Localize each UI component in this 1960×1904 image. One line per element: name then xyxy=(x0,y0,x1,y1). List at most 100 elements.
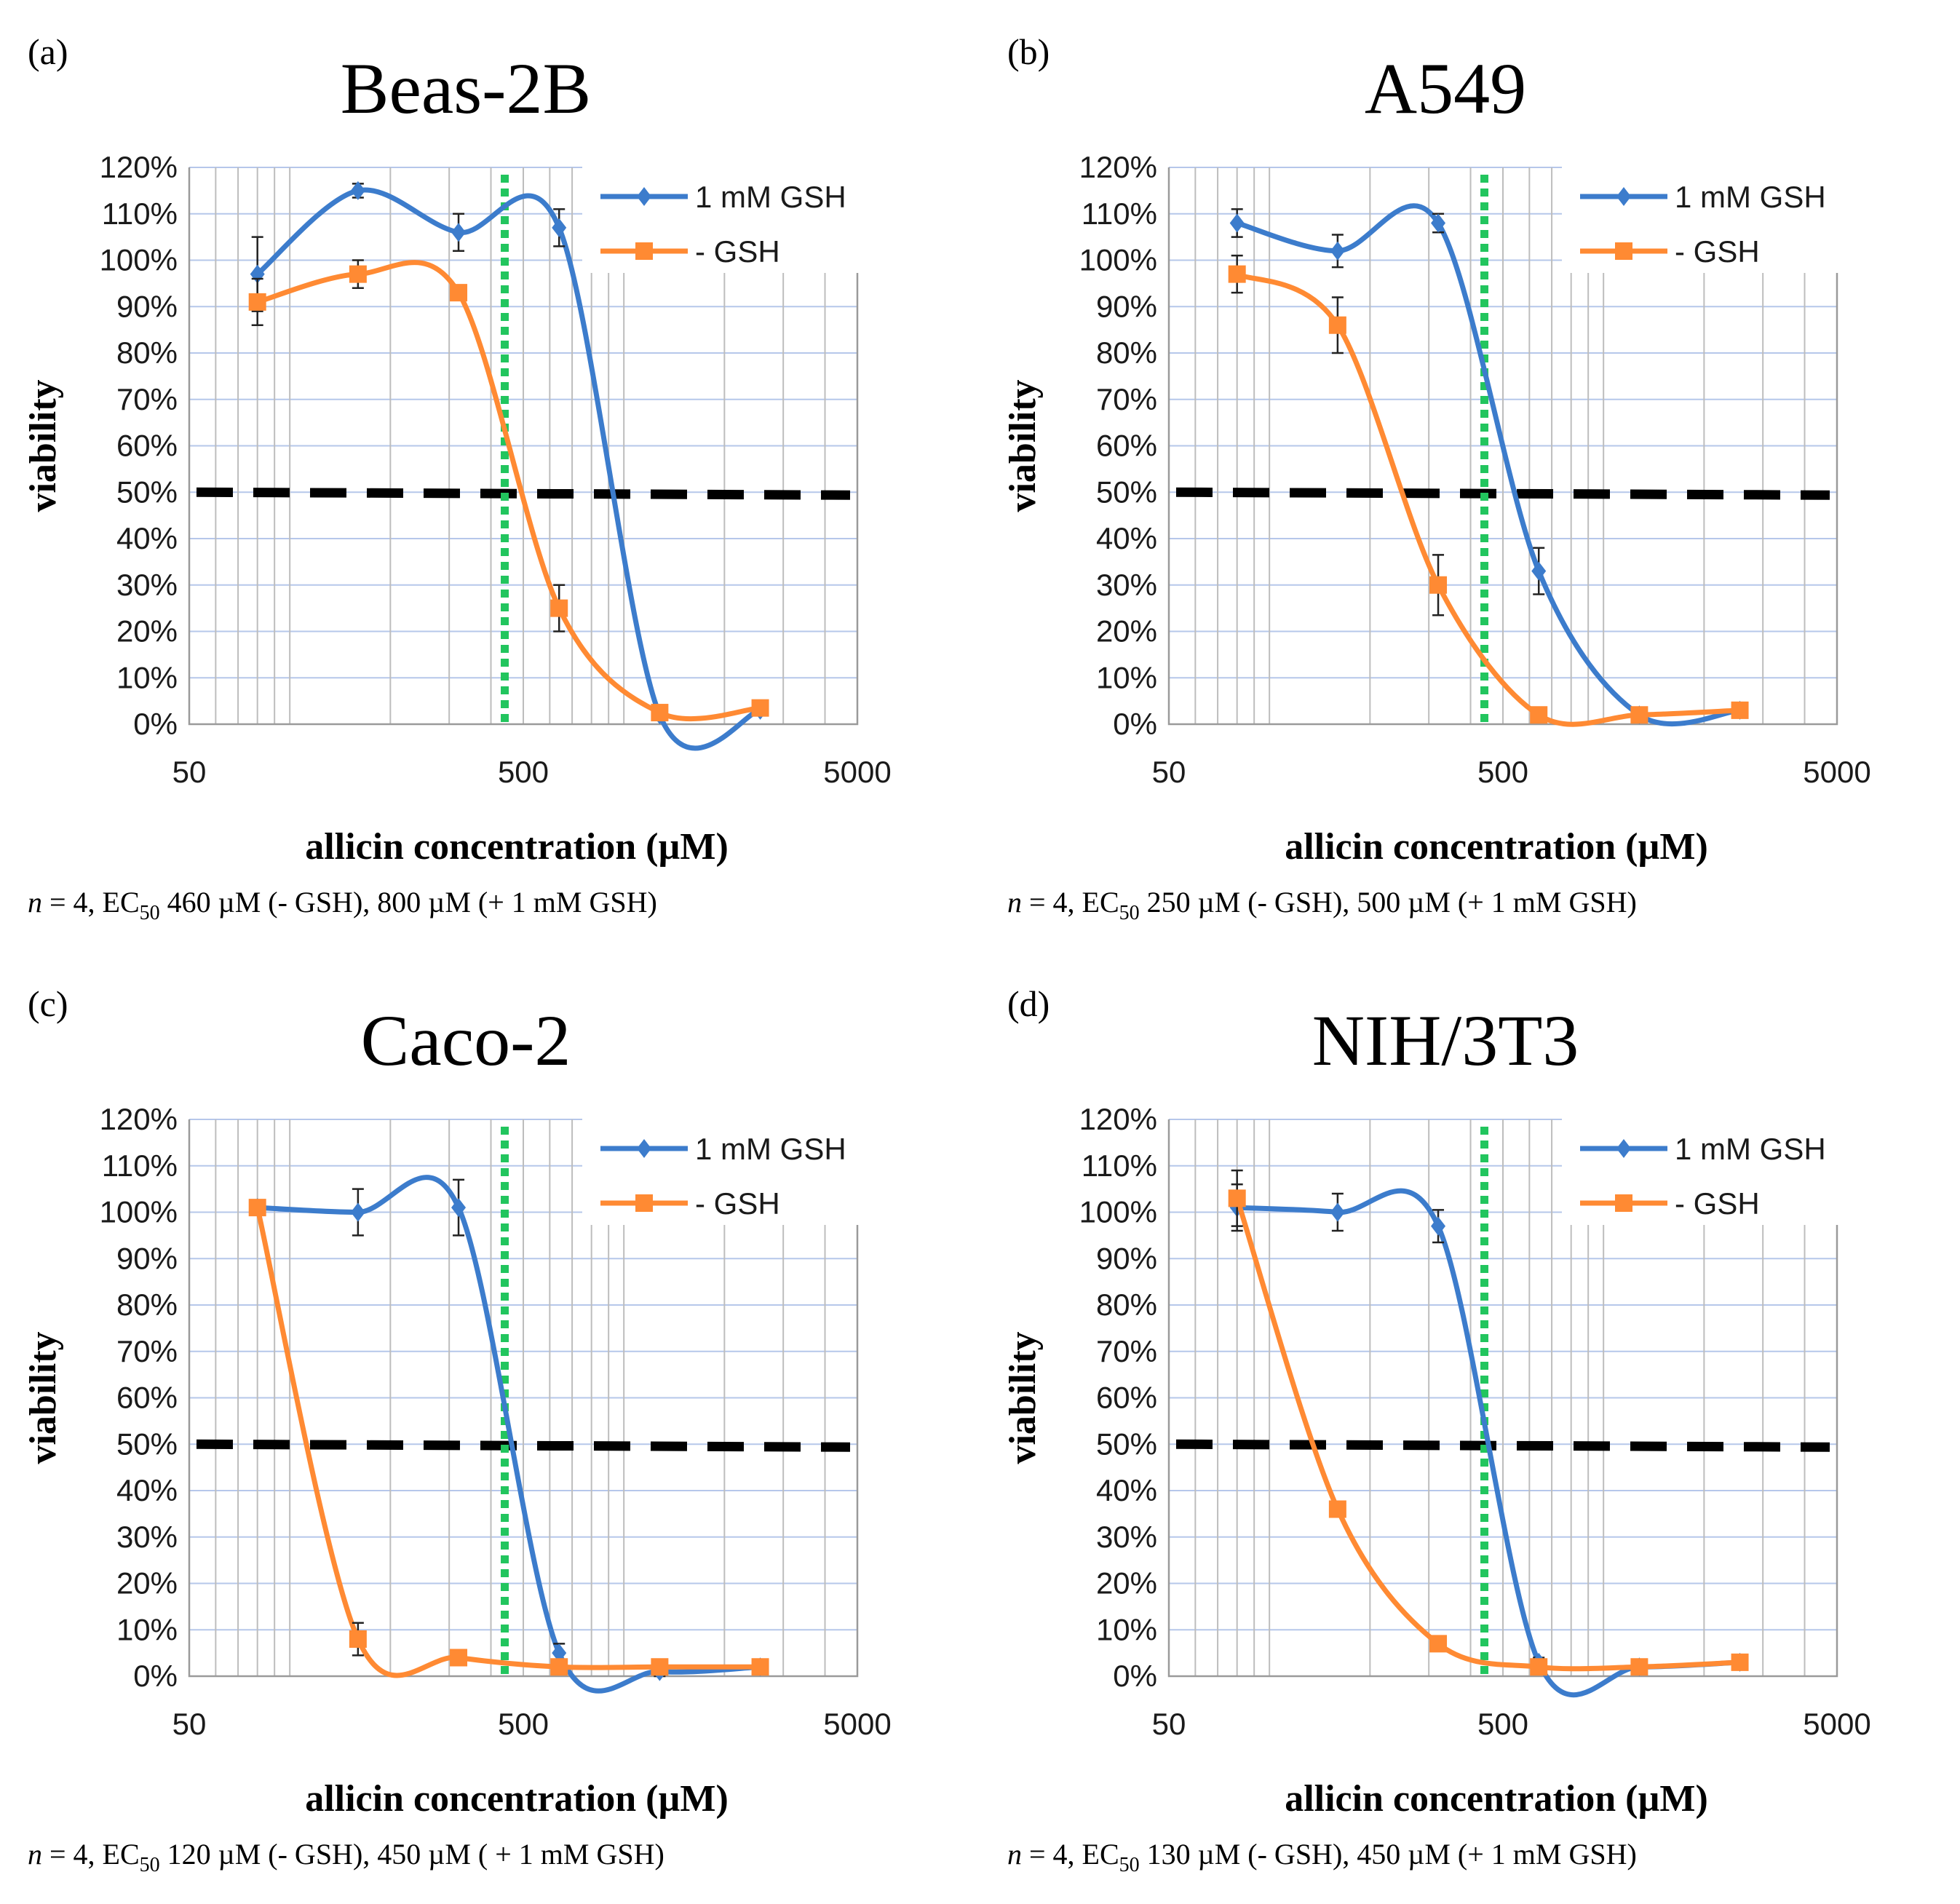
legend-label: - GSH xyxy=(1675,234,1760,269)
data-point xyxy=(350,181,365,200)
data-point xyxy=(1328,316,1346,334)
y-tick-label: 120% xyxy=(1079,150,1157,184)
data-point xyxy=(451,1198,467,1218)
y-tick-label: 70% xyxy=(116,1334,178,1368)
y-tick-label: 100% xyxy=(100,243,178,277)
data-point xyxy=(350,1202,365,1222)
legend-label: 1 mM GSH xyxy=(1675,180,1826,214)
y-tick-label: 90% xyxy=(116,289,178,323)
plot-axes xyxy=(1167,167,1838,726)
data-point xyxy=(1731,1653,1749,1671)
chart-panel-a: (a) Beas-2B 0% 10% 20% 30% 40% 50% 60% 70% 80% 90% 1… xyxy=(0,0,980,952)
legend-background xyxy=(582,164,888,273)
chart-footnote: n = 4, EC50 130 µM (- GSH), 450 µM (+ 1 … xyxy=(1007,1838,1637,1876)
legend-swatch-marker xyxy=(637,1139,651,1158)
y-tick-label: 50% xyxy=(1096,1427,1157,1461)
y-tick-label: 40% xyxy=(116,521,178,555)
y-tick-label: 80% xyxy=(116,336,178,370)
y-axis-label: viability xyxy=(1002,379,1044,512)
y-tick-label: 0% xyxy=(1113,1659,1157,1693)
plot-axes xyxy=(1167,1119,1838,1678)
series-line xyxy=(255,187,763,751)
y-axis-label: viability xyxy=(1002,1331,1044,1464)
data-point xyxy=(751,699,769,717)
chart-footnote: n = 4, EC50 120 µM (- GSH), 450 µM ( + 1… xyxy=(28,1838,664,1876)
y-tick-label: 100% xyxy=(1079,243,1157,277)
chart-svg: (c) Caco-2 0% 10% 20% 30% 40% 50% 60% 70% 80% 90% 10… xyxy=(23,983,892,1876)
chart-svg: (b) A549 0% 10% 20% 30% 40% 50% 60% 70% 80% 90% 100%… xyxy=(1002,31,1871,924)
legend-swatch-marker xyxy=(635,242,653,260)
legend-swatch-marker xyxy=(1616,1139,1631,1158)
data-point xyxy=(451,223,467,242)
chart-title: NIH/3T3 xyxy=(1312,1000,1579,1081)
chart-panel-d: (d) NIH/3T3 0% 10% 20% 30% 40% 50% 60% 70% 80% 90% 1… xyxy=(980,952,1959,1904)
data-point xyxy=(651,1658,669,1676)
y-tick-label: 120% xyxy=(100,1102,178,1136)
data-point xyxy=(550,599,568,617)
panel-label: (d) xyxy=(1007,983,1050,1024)
panel-label: (c) xyxy=(28,983,68,1024)
y-tick-label: 50% xyxy=(116,1427,178,1461)
y-tick-label: 100% xyxy=(1079,1195,1157,1229)
chart-title: Beas-2B xyxy=(341,48,591,129)
data-point xyxy=(450,1649,468,1667)
x-tick-label: 50 xyxy=(172,755,207,789)
y-tick-label: 10% xyxy=(1096,1612,1157,1646)
x-tick-label: 50 xyxy=(1152,755,1186,789)
chart-svg: (a) Beas-2B 0% 10% 20% 30% 40% 50% 60% 70% 80% 90% 1… xyxy=(23,31,892,924)
x-tick-label: 500 xyxy=(1477,1707,1528,1741)
y-tick-label: 60% xyxy=(116,429,178,463)
legend-label: - GSH xyxy=(695,234,780,269)
data-point xyxy=(1228,265,1246,283)
y-tick-label: 10% xyxy=(1096,660,1157,694)
legend-background xyxy=(1562,1116,1868,1225)
x-tick-label: 500 xyxy=(498,755,549,789)
data-point xyxy=(552,1643,567,1663)
panel-label: (a) xyxy=(28,31,68,72)
y-axis-label: viability xyxy=(23,1331,64,1464)
series-line xyxy=(255,1175,763,1694)
y-tick-label: 90% xyxy=(1096,289,1157,323)
y-tick-label: 30% xyxy=(116,568,178,602)
x-tick-label: 5000 xyxy=(1803,1707,1870,1741)
legend-background xyxy=(582,1116,888,1225)
chart-title: A549 xyxy=(1365,48,1526,129)
y-tick-label: 110% xyxy=(1082,1149,1157,1183)
series-line xyxy=(1234,271,1743,727)
data-point xyxy=(450,284,468,302)
plot-axes xyxy=(188,167,859,726)
data-point xyxy=(1731,701,1749,719)
data-point xyxy=(1328,1500,1346,1518)
chart-title: Caco-2 xyxy=(361,1000,571,1081)
y-tick-label: 100% xyxy=(100,1195,178,1229)
data-point xyxy=(1330,1202,1345,1222)
data-point xyxy=(1429,1635,1448,1653)
y-tick-label: 20% xyxy=(1096,614,1157,648)
data-point xyxy=(1429,576,1448,594)
y-tick-label: 90% xyxy=(1096,1241,1157,1275)
data-point xyxy=(751,1658,769,1676)
chart-footnote: n = 4, EC50 250 µM (- GSH), 500 µM (+ 1 … xyxy=(1007,886,1637,924)
data-point xyxy=(552,218,567,237)
y-tick-label: 60% xyxy=(116,1381,178,1415)
y-tick-label: 20% xyxy=(116,614,178,648)
y-tick-label: 10% xyxy=(116,660,178,694)
legend-label: 1 mM GSH xyxy=(1675,1132,1826,1166)
legend-swatch-marker xyxy=(637,187,651,206)
x-axis-label: allicin concentration (µM) xyxy=(1285,826,1708,868)
y-tick-label: 70% xyxy=(1096,382,1157,416)
data-point xyxy=(651,704,669,722)
chart-panel-c: (c) Caco-2 0% 10% 20% 30% 40% 50% 60% 70% 80% 90% 10… xyxy=(0,952,980,1904)
x-axis-label: allicin concentration (µM) xyxy=(305,826,729,868)
y-tick-label: 70% xyxy=(116,382,178,416)
y-tick-label: 110% xyxy=(102,1149,178,1183)
y-tick-label: 60% xyxy=(1096,1381,1157,1415)
data-point xyxy=(349,265,367,283)
data-point xyxy=(1431,1216,1446,1236)
data-point xyxy=(1530,706,1548,724)
data-point xyxy=(248,293,266,311)
x-tick-label: 500 xyxy=(1477,755,1528,789)
legend-background xyxy=(1562,164,1868,273)
data-point xyxy=(248,1199,266,1217)
data-point xyxy=(550,1658,568,1676)
